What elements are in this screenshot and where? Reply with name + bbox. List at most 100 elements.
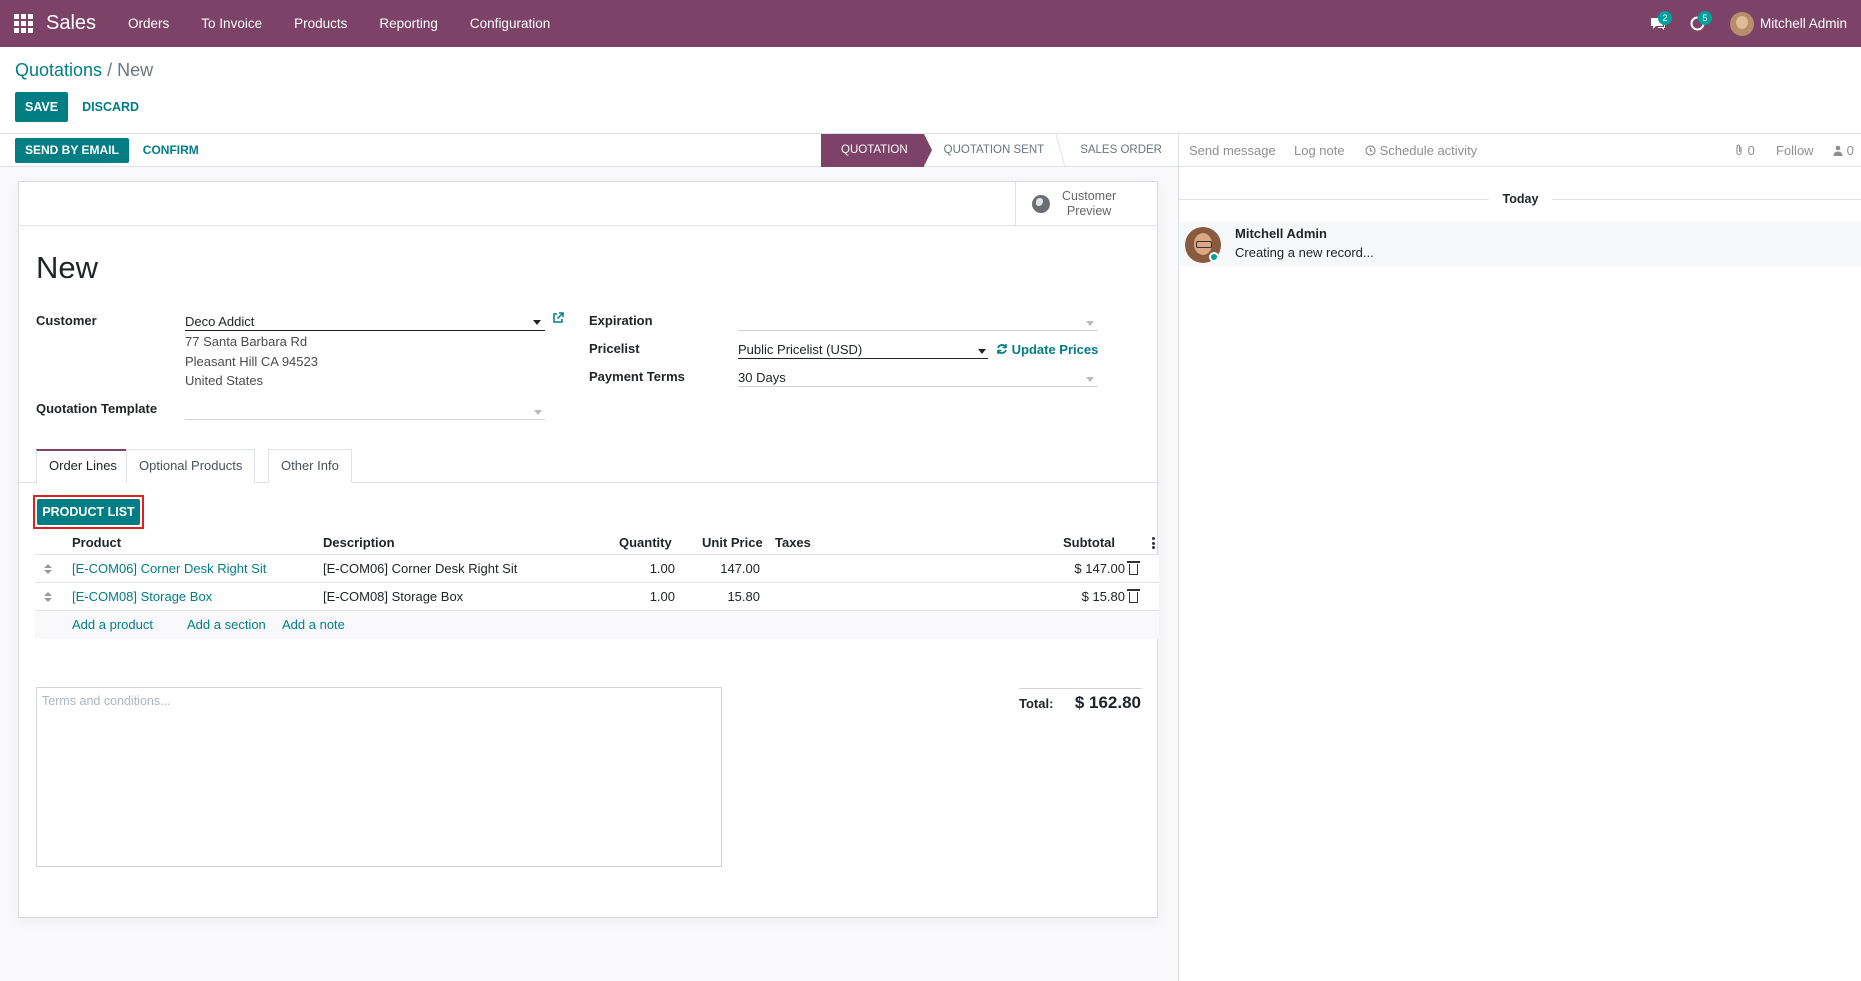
row-unit-price[interactable]: 147.00: [720, 561, 760, 576]
follow-button[interactable]: Follow: [1776, 143, 1814, 158]
record-title: New: [36, 250, 99, 285]
pricelist-label: Pricelist: [589, 341, 640, 356]
menu-orders[interactable]: Orders: [128, 16, 170, 31]
update-prices-button[interactable]: Update Prices: [996, 342, 1098, 357]
attachments-count: 0: [1747, 143, 1755, 158]
today-separator: Today: [1179, 190, 1861, 210]
expiration-dropdown-icon[interactable]: [1086, 321, 1094, 326]
payment-terms-field[interactable]: [738, 367, 1098, 387]
attachments-button[interactable]: 0: [1734, 134, 1755, 167]
stage-quotation[interactable]: QUOTATION: [821, 134, 932, 167]
col-description[interactable]: Description: [323, 535, 395, 550]
status-stages: QUOTATION QUOTATION SENT SALES ORDER: [821, 134, 1178, 167]
save-button[interactable]: SAVE: [15, 92, 69, 122]
row-quantity[interactable]: 1.00: [649, 589, 675, 604]
notebook-tabs: Order Lines Optional Products Other Info: [19, 449, 1157, 484]
send-message-button[interactable]: Send message: [1189, 143, 1276, 158]
customer-field[interactable]: [185, 311, 545, 331]
chatter-topbar: Send message Log note Schedule activity …: [1179, 134, 1861, 167]
customer-address: 77 Santa Barbara Rd Pleasant Hill CA 945…: [185, 332, 318, 391]
menu-reporting[interactable]: Reporting: [379, 16, 438, 31]
add-section-link[interactable]: Add a section: [187, 617, 266, 632]
stage-quotation-sent[interactable]: QUOTATION SENT: [924, 134, 1061, 167]
terms-conditions-input[interactable]: Terms and conditions...: [36, 687, 722, 867]
expiration-field[interactable]: [738, 311, 1098, 331]
menu-products[interactable]: Products: [294, 16, 348, 31]
user-name: Mitchell Admin: [1759, 16, 1847, 31]
row-description[interactable]: [E-COM06] Corner Desk Right Sit: [323, 561, 518, 576]
discard-button[interactable]: DISCARD: [82, 100, 140, 114]
customer-dropdown-icon[interactable]: [533, 320, 541, 325]
col-unit-price[interactable]: Unit Price: [702, 535, 763, 550]
send-by-email-button[interactable]: SEND BY EMAIL: [15, 138, 129, 163]
followers-button[interactable]: 0: [1833, 134, 1854, 167]
breadcrumb-quotations[interactable]: Quotations: [15, 60, 103, 80]
tab-other-info[interactable]: Other Info: [268, 449, 352, 483]
quotation-template-field[interactable]: [185, 400, 545, 420]
total-label: Total:: [1019, 696, 1054, 711]
template-dropdown-icon[interactable]: [534, 410, 542, 415]
pricelist-field[interactable]: [738, 339, 988, 359]
schedule-activity-button[interactable]: Schedule activity: [1365, 134, 1477, 167]
customer-label: Customer: [36, 313, 97, 328]
messages-badge: 2: [1657, 11, 1672, 25]
customer-value: Deco Addict: [185, 314, 255, 329]
customer-preview-button[interactable]: Customer Preview: [1015, 182, 1157, 226]
row-product[interactable]: [E-COM08] Storage Box: [72, 589, 213, 604]
row-product[interactable]: [E-COM06] Corner Desk Right Sit: [72, 561, 267, 576]
table-row[interactable]: [E-COM08] Storage Box [E-COM08] Storage …: [35, 583, 1159, 611]
address-line-2: Pleasant Hill CA 94523: [185, 353, 318, 369]
col-quantity[interactable]: Quantity: [619, 535, 672, 550]
pricelist-dropdown-icon[interactable]: [978, 349, 986, 354]
expiration-label: Expiration: [589, 313, 653, 328]
trash-icon[interactable]: [1127, 589, 1140, 603]
external-link-icon[interactable]: [552, 312, 564, 327]
drag-handle-icon[interactable]: [44, 564, 52, 574]
tab-order-lines[interactable]: Order Lines: [36, 449, 130, 484]
product-list-button[interactable]: PRODUCT LIST: [33, 495, 144, 529]
col-subtotal[interactable]: Subtotal: [1063, 535, 1115, 550]
menu-configuration[interactable]: Configuration: [469, 16, 551, 31]
menu-to-invoice[interactable]: To Invoice: [201, 16, 263, 31]
table-row[interactable]: [E-COM06] Corner Desk Right Sit [E-COM06…: [35, 555, 1159, 583]
tab-optional-products[interactable]: Optional Products: [126, 449, 256, 483]
row-quantity[interactable]: 1.00: [649, 561, 675, 576]
message-author[interactable]: Mitchell Admin: [1235, 226, 1327, 241]
activities-badge: 5: [1697, 11, 1712, 25]
address-line-1: 77 Santa Barbara Rd: [185, 334, 308, 349]
paperclip-icon: [1736, 144, 1742, 156]
form-sheet: Customer Preview New Customer Deco Addic…: [18, 181, 1159, 918]
user-menu[interactable]: Mitchell Admin: [1718, 11, 1861, 36]
trash-icon[interactable]: [1127, 561, 1140, 575]
payment-terms-dropdown-icon[interactable]: [1086, 377, 1094, 382]
refresh-icon: [997, 344, 1007, 354]
payment-terms-label: Payment Terms: [589, 369, 685, 384]
breadcrumb: Quotations / New: [15, 60, 153, 81]
activities-icon[interactable]: 5: [1678, 0, 1718, 47]
drag-handle-icon[interactable]: [44, 592, 52, 602]
row-description[interactable]: [E-COM08] Storage Box: [323, 589, 464, 604]
chatter-panel: Send message Log note Schedule activity …: [1178, 134, 1861, 981]
col-taxes[interactable]: Taxes: [775, 535, 811, 550]
user-icon: [1833, 145, 1843, 156]
form-view: SEND BY EMAIL CONFIRM QUOTATION QUOTATIO…: [0, 134, 1178, 981]
breadcrumb-separator: /: [107, 60, 113, 80]
statusbar: SEND BY EMAIL CONFIRM QUOTATION QUOTATIO…: [0, 134, 1178, 167]
optional-columns-icon[interactable]: [1152, 537, 1155, 549]
quotation-template-label: Quotation Template: [36, 401, 158, 416]
col-product[interactable]: Product: [72, 535, 122, 550]
breadcrumb-current: New: [117, 60, 154, 80]
confirm-button[interactable]: CONFIRM: [142, 143, 199, 157]
button-box: Customer Preview: [19, 182, 1157, 226]
app-name[interactable]: Sales: [46, 12, 97, 34]
payment-terms-value: 30 Days: [738, 370, 786, 385]
apps-menu-icon[interactable]: [0, 0, 46, 47]
add-product-link[interactable]: Add a product: [72, 617, 153, 632]
stage-sales-order[interactable]: SALES ORDER: [1080, 144, 1162, 156]
table-header: Product Description Quantity Unit Price …: [35, 531, 1159, 555]
add-note-link[interactable]: Add a note: [282, 617, 345, 632]
log-note-button[interactable]: Log note: [1294, 143, 1345, 158]
row-unit-price[interactable]: 15.80: [727, 589, 760, 604]
messages-icon[interactable]: 2: [1638, 0, 1678, 47]
clock-icon: [1365, 145, 1376, 156]
